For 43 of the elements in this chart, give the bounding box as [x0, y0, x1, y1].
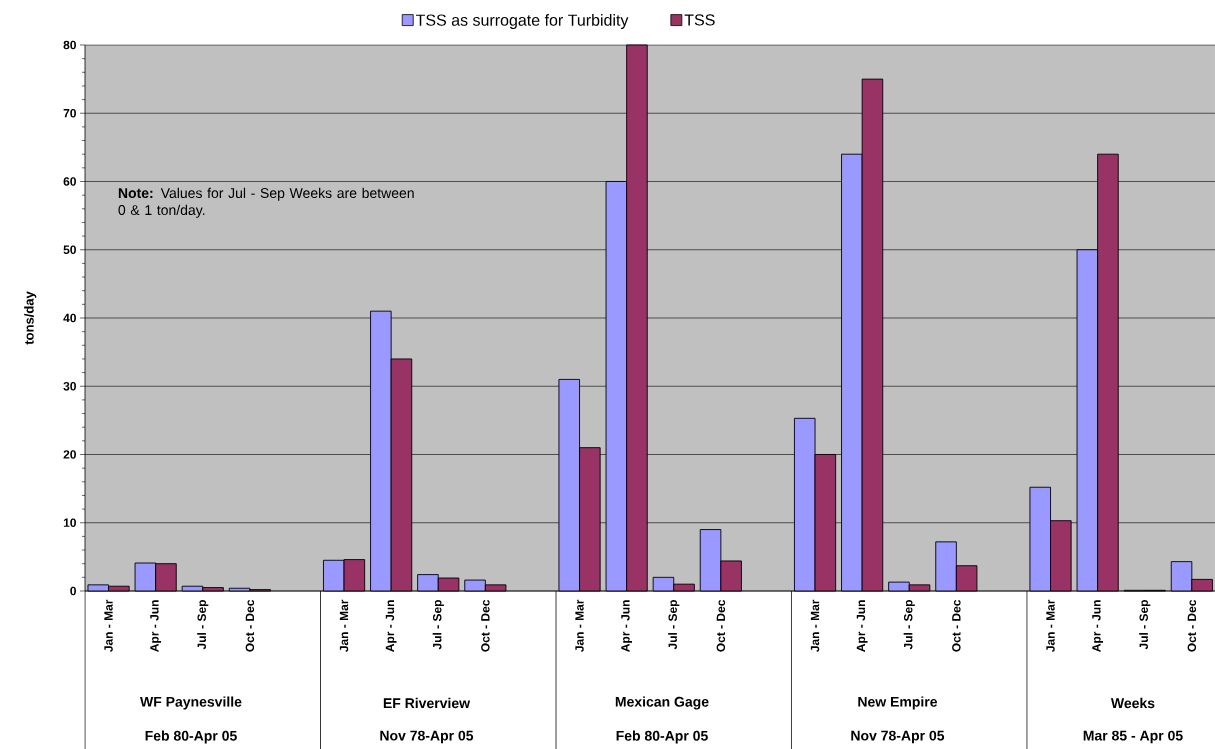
text: WF Paynesville	[140, 696, 242, 710]
text: Nov 78-Apr 05	[851, 730, 945, 744]
text: Feb 80-Apr 05	[145, 730, 237, 744]
y-tick-label: 60	[63, 177, 76, 186]
annotation: Note: Values for Jul - Sep Weeks are between 0 & 1 ton/day.	[118, 187, 414, 218]
x-tick-label: Jan - Mar	[575, 599, 584, 653]
x-tick-label: Apr - Jun	[1092, 600, 1104, 652]
x-tick-label: Jan - Mar	[1046, 599, 1055, 653]
y-tick-label: 30	[63, 381, 76, 391]
text: New Empire	[858, 696, 938, 710]
x-tick-label: Oct - Dec	[481, 599, 490, 652]
x-tick-label: Jul - Sep	[197, 600, 209, 650]
x-tick-label: Apr - Jun	[621, 600, 633, 652]
x-tick-label: Oct - Dec	[245, 599, 255, 652]
x-tick-label: Apr - Jun	[150, 600, 162, 652]
text: Weeks	[1110, 697, 1155, 709]
legend-label: TSS as surrogate for Turbidity	[415, 14, 629, 29]
x-tick-label: Jul - Sep	[432, 600, 444, 650]
y-tick-label: 80	[63, 40, 76, 50]
y-tick-label: 70	[63, 109, 76, 118]
x-tick-label: Jul - Sep	[903, 600, 915, 650]
x-tick-label: Oct - Dec	[716, 599, 726, 652]
x-tick-label: Apr - Jun	[385, 600, 397, 652]
text: EF Riverview	[383, 697, 471, 709]
x-tick-label: Oct - Dec	[952, 599, 961, 652]
x-tick-label: Jan - Mar	[810, 599, 820, 653]
text: Mar 85 - Apr 05	[1083, 730, 1183, 744]
text: Nov 78-Apr 05	[380, 730, 474, 744]
x-tick-label: Jan - Mar	[339, 599, 349, 653]
legend-label: TSS	[684, 14, 715, 26]
x-tick-label: Jul - Sep	[668, 600, 680, 650]
x-tick-label: Jan - Mar	[104, 599, 113, 653]
y-tick-label: 40	[63, 313, 76, 323]
y-tick-label: 20	[63, 450, 76, 459]
y-tick-label: 10	[63, 518, 76, 527]
x-tick-label: Oct - Dec	[1187, 599, 1197, 652]
text: Feb 80-Apr 05	[616, 730, 708, 744]
y-tick-label: 0	[70, 586, 76, 596]
y-tick-label: 50	[63, 245, 76, 254]
x-tick-label: Jul - Sep	[1139, 600, 1151, 650]
text: Mexican Gage	[615, 696, 709, 710]
x-tick-label: Apr - Jun	[856, 600, 868, 652]
y-axis-title: tons/day	[24, 291, 37, 345]
